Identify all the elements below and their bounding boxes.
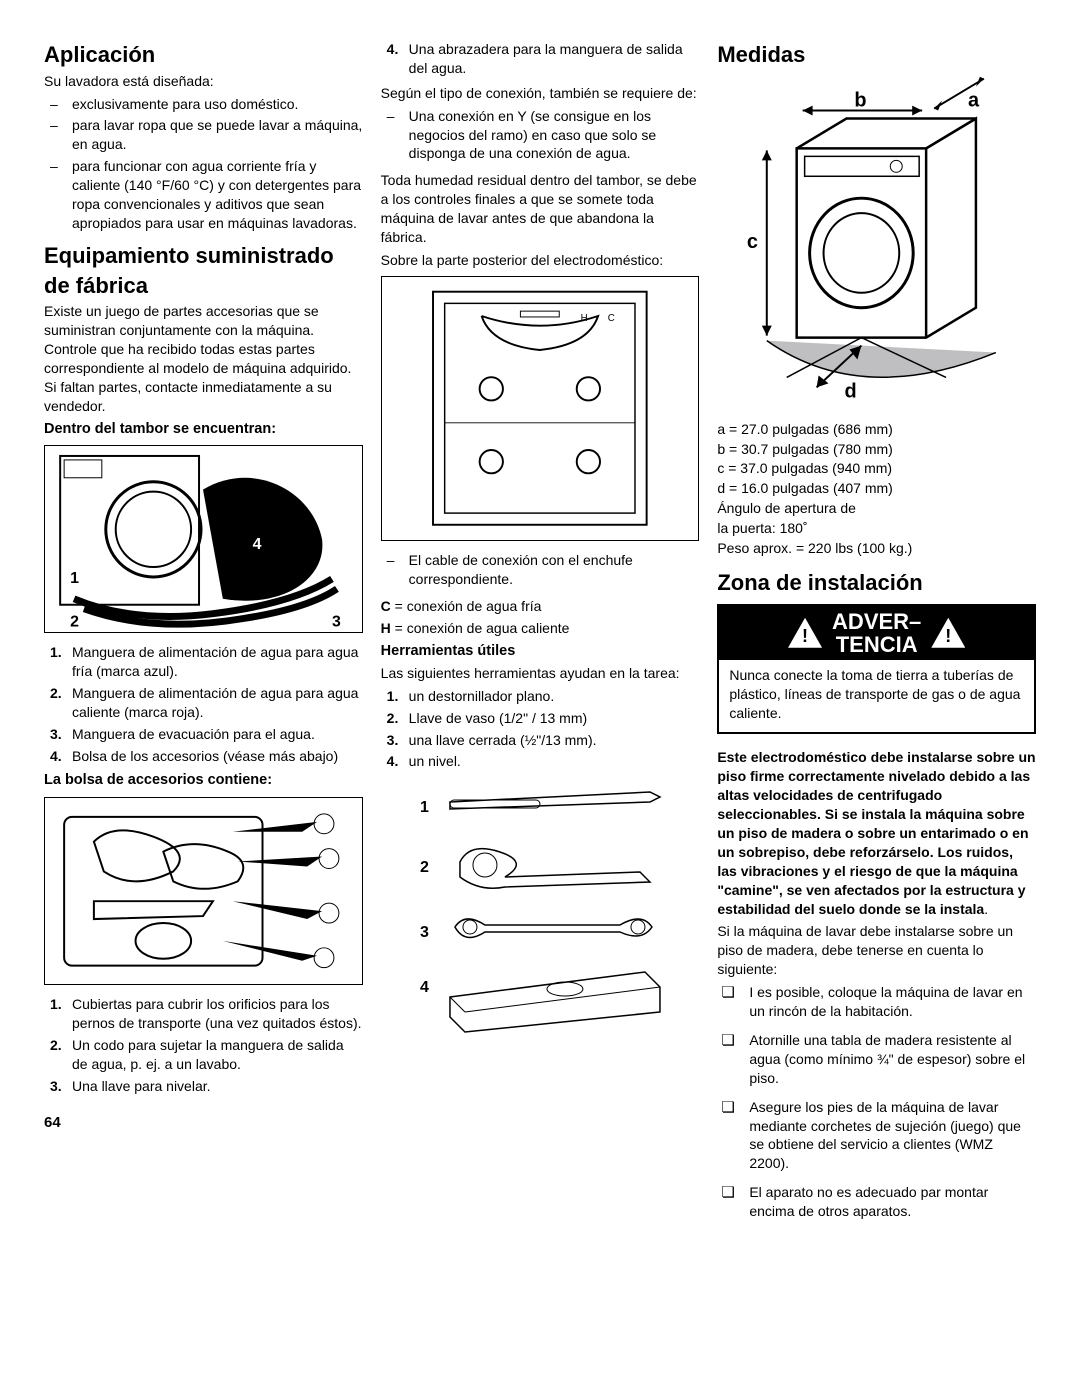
meas-d: d = 16.0 pulgadas (407 mm) <box>717 479 1036 498</box>
tool-num-4: 4 <box>420 979 429 996</box>
checklist-item: Atornille una tabla de madera resistente… <box>717 1031 1036 1088</box>
warning-header: ! ADVER– TENCIA ! <box>719 606 1034 660</box>
dim-label-b: b <box>855 89 867 111</box>
abrazadera-item: 4.Una abrazadera para la manguera de sal… <box>381 40 700 78</box>
bolsa-list: 1.Cubiertas para cubrir los orificios pa… <box>44 995 363 1095</box>
column-1: Aplicación Su lavadora está diseñada: ex… <box>44 40 363 1231</box>
humedad-text: Toda humedad residual dentro del tambor,… <box>381 171 700 247</box>
column-3: Medidas a b <box>717 40 1036 1231</box>
bolsa-item: 3.Una llave para nivelar. <box>44 1077 363 1096</box>
checklist-item: Asegure los pies de la máquina de lavar … <box>717 1098 1036 1174</box>
herr-item: 2.Llave de vaso (1/2" / 13 mm) <box>381 709 700 728</box>
column-2: 4.Una abrazadera para la manguera de sal… <box>381 40 700 1231</box>
heading-equipamiento: Equipamiento suministrado de fábrica <box>44 241 363 300</box>
label-c: C <box>608 313 615 324</box>
aplicacion-item: para lavar ropa que se puede lavar a máq… <box>44 116 363 154</box>
warning-box: ! ADVER– TENCIA ! Nunca conecte la toma … <box>717 604 1036 735</box>
h-line: H = conexión de agua caliente <box>381 619 700 638</box>
checklist: I es posible, coloque la máquina de lava… <box>717 983 1036 1221</box>
cable-item: El cable de conexión con el enchufe corr… <box>381 551 700 589</box>
heading-medidas: Medidas <box>717 40 1036 70</box>
warning-body: Nunca conecte la toma de tierra a tuberí… <box>719 660 1034 733</box>
dim-label-c: c <box>747 231 758 253</box>
heading-herramientas: Herramientas útiles <box>381 642 700 662</box>
herr-list: 1.un destornillador plano. 2.Llave de va… <box>381 687 700 772</box>
cable-list: El cable de conexión con el enchufe corr… <box>381 551 700 589</box>
tool-num-3: 3 <box>420 924 429 941</box>
dim-label-d: d <box>845 380 857 402</box>
herr-item: 1.un destornillador plano. <box>381 687 700 706</box>
hose-num-1: 1 <box>70 570 79 587</box>
heading-bolsa: La bolsa de accesorios contiene: <box>44 771 363 791</box>
dentro-item: 4.Bolsa de los accesorios (véase más aba… <box>44 747 363 766</box>
checklist-item: El aparato no es adecuado par montar enc… <box>717 1183 1036 1221</box>
bold-installation-para: Este electrodoméstico debe instalarse so… <box>717 748 1036 918</box>
hose-num-3: 3 <box>332 613 341 628</box>
illustration-hoses: 1 2 3 4 <box>44 445 363 633</box>
herr-item: 4.un nivel. <box>381 752 700 771</box>
hose-num-4: 4 <box>253 536 262 553</box>
tool-num-1: 1 <box>420 799 429 816</box>
dentro-item: 2.Manguera de alimentación de agua para … <box>44 684 363 722</box>
dims-svg: a b c d <box>717 76 1036 410</box>
dentro-item: 1.Manguera de alimentación de agua para … <box>44 643 363 681</box>
illustration-dimensions: a b c d <box>717 76 1036 410</box>
meas-angle1: Ángulo de apertura de <box>717 499 1036 518</box>
heading-dentro-tambor: Dentro del tambor se encuentran: <box>44 420 363 440</box>
illustration-back-panel: H C <box>381 276 700 541</box>
heading-zona: Zona de instalación <box>717 568 1036 598</box>
meas-angle2: la puerta: 180˚ <box>717 519 1036 538</box>
posterior-text: Sobre la parte posterior del electrodomé… <box>381 251 700 270</box>
measurements-list: a = 27.0 pulgadas (686 mm) b = 30.7 pulg… <box>717 420 1036 558</box>
bolsa-item: 2.Un codo para sujetar la manguera de sa… <box>44 1036 363 1074</box>
meas-weight: Peso aprox. = 220 lbs (100 kg.) <box>717 539 1036 558</box>
warning-icon: ! <box>788 618 822 648</box>
illustration-bag <box>44 797 363 985</box>
herr-item: 3.una llave cerrada (½"/13 mm). <box>381 731 700 750</box>
bag-svg <box>51 802 355 981</box>
segun-list: Una conexión en Y (se consigue en los ne… <box>381 107 700 164</box>
c-line: C = conexión de agua fría <box>381 597 700 616</box>
aplicacion-item: para funcionar con agua corriente fría y… <box>44 157 363 233</box>
illustration-tools: 1 2 3 4 <box>381 777 700 1037</box>
hoses-svg: 1 2 3 4 <box>51 450 355 629</box>
col2-top-list: 4.Una abrazadera para la manguera de sal… <box>381 40 700 78</box>
back-svg: H C <box>410 282 670 534</box>
meas-b: b = 30.7 pulgadas (780 mm) <box>717 440 1036 459</box>
tools-svg: 1 2 3 4 <box>387 777 693 1037</box>
tool-num-2: 2 <box>420 859 429 876</box>
dentro-list: 1.Manguera de alimentación de agua para … <box>44 643 363 765</box>
label-h: H <box>581 313 588 324</box>
madera-intro: Si la máquina de lavar debe instalarse s… <box>717 922 1036 979</box>
warning-title: ADVER– TENCIA <box>832 610 921 656</box>
hose-num-2: 2 <box>70 613 79 628</box>
segun-item: Una conexión en Y (se consigue en los ne… <box>381 107 700 164</box>
page-columns: Aplicación Su lavadora está diseñada: ex… <box>44 40 1036 1231</box>
segun-intro: Según el tipo de conexión, también se re… <box>381 84 700 103</box>
aplicacion-intro: Su lavadora está diseñada: <box>44 72 363 91</box>
dentro-item: 3.Manguera de evacuación para el agua. <box>44 725 363 744</box>
herr-intro: Las siguientes herramientas ayudan en la… <box>381 664 700 683</box>
warning-icon: ! <box>931 618 965 648</box>
meas-c: c = 37.0 pulgadas (940 mm) <box>717 459 1036 478</box>
aplicacion-item: exclusivamente para uso doméstico. <box>44 95 363 114</box>
equip-intro: Existe un juego de partes accesorias que… <box>44 302 363 415</box>
aplicacion-list: exclusivamente para uso doméstico. para … <box>44 95 363 233</box>
bolsa-item: 1.Cubiertas para cubrir los orificios pa… <box>44 995 363 1033</box>
heading-aplicacion: Aplicación <box>44 40 363 70</box>
checklist-item: I es posible, coloque la máquina de lava… <box>717 983 1036 1021</box>
meas-a: a = 27.0 pulgadas (686 mm) <box>717 420 1036 439</box>
dim-label-a: a <box>968 89 980 111</box>
page-number: 64 <box>44 1113 363 1133</box>
